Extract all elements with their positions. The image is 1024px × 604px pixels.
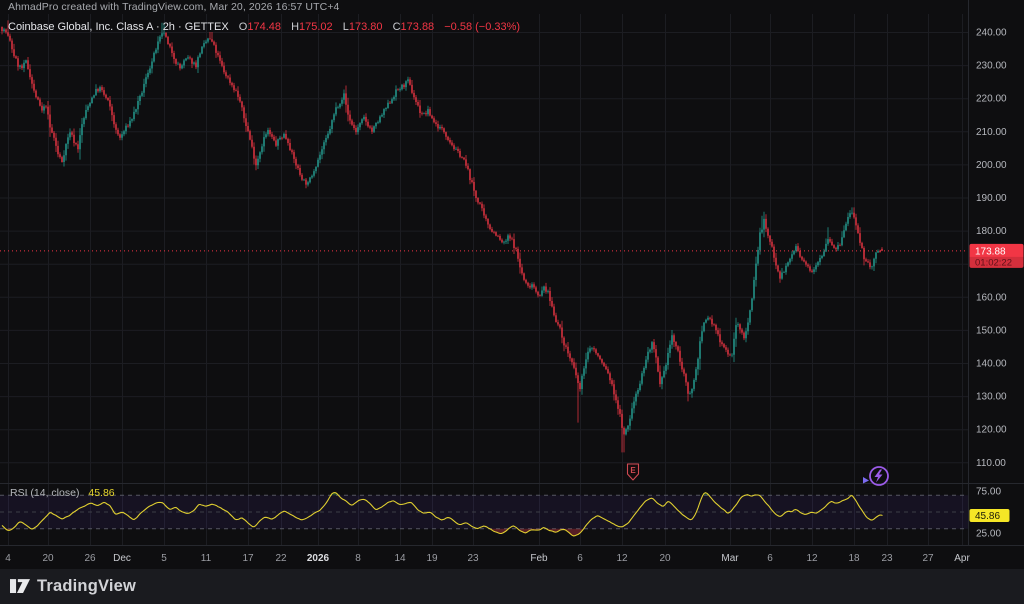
svg-text:5: 5 bbox=[161, 553, 167, 564]
svg-text:12: 12 bbox=[616, 553, 628, 564]
svg-text:27: 27 bbox=[922, 553, 934, 564]
ohlc-high-value: 175.02 bbox=[299, 21, 333, 33]
rsi-value-tag[interactable]: 45.86 bbox=[969, 508, 1010, 522]
symbol-legend[interactable]: Coinbase Global, Inc. Class A · 2h · GET… bbox=[8, 20, 520, 34]
ohlc-open-label: O bbox=[238, 21, 248, 33]
svg-text:22: 22 bbox=[275, 553, 287, 564]
svg-text:190.00: 190.00 bbox=[976, 193, 1007, 204]
svg-text:2026: 2026 bbox=[307, 553, 330, 564]
svg-text:14: 14 bbox=[394, 553, 406, 564]
ohlc-close-value: 173.88 bbox=[400, 21, 435, 33]
time-axis[interactable]: 4 20 26 Dec 5 11 17 22 2026 8 14 19 23 Feb 6 12 20 Mar 6 12… bbox=[5, 553, 970, 564]
price-axis[interactable]: 240.00 230.00 220.00 210.00 200.00 190.00 180.… bbox=[976, 28, 1007, 540]
svg-text:Feb: Feb bbox=[530, 553, 548, 564]
svg-text:Mar: Mar bbox=[721, 553, 739, 564]
rsi-indicator-legend[interactable]: RSI (14, close) 45.86 bbox=[10, 487, 115, 499]
tradingview-logo-icon[interactable] bbox=[10, 578, 30, 595]
svg-text:130.00: 130.00 bbox=[976, 392, 1007, 403]
earnings-badge[interactable]: E bbox=[626, 463, 640, 481]
ohlc-low-label: L bbox=[342, 21, 349, 33]
svg-text:12: 12 bbox=[806, 553, 818, 564]
svg-text:210.00: 210.00 bbox=[976, 127, 1007, 138]
svg-text:Apr: Apr bbox=[954, 553, 970, 564]
svg-text:4: 4 bbox=[5, 553, 11, 564]
news-flash-icon[interactable] bbox=[863, 466, 889, 486]
svg-text:20: 20 bbox=[42, 553, 54, 564]
svg-text:E: E bbox=[630, 466, 636, 475]
svg-text:17: 17 bbox=[242, 553, 254, 564]
rsi-label[interactable]: RSI (14, close) bbox=[10, 487, 80, 499]
svg-text:200.00: 200.00 bbox=[976, 160, 1007, 171]
bottom-toolbar: TradingView bbox=[0, 569, 1024, 604]
ohlc-low-value: 173.80 bbox=[348, 21, 383, 33]
svg-text:110.00: 110.00 bbox=[976, 458, 1006, 469]
svg-text:240.00: 240.00 bbox=[976, 28, 1007, 39]
tradingview-brand-label[interactable]: TradingView bbox=[37, 577, 137, 595]
svg-text:Dec: Dec bbox=[113, 553, 131, 564]
svg-text:11: 11 bbox=[201, 553, 212, 564]
rsi-value: 45.86 bbox=[88, 487, 115, 499]
svg-text:23: 23 bbox=[467, 553, 479, 564]
svg-text:75.00: 75.00 bbox=[976, 487, 1001, 498]
svg-text:150.00: 150.00 bbox=[976, 325, 1007, 336]
svg-text:25.00: 25.00 bbox=[976, 529, 1001, 540]
svg-text:18: 18 bbox=[848, 553, 860, 564]
ohlc-high-label: H bbox=[291, 21, 300, 33]
svg-text:26: 26 bbox=[84, 553, 96, 564]
grid-lines bbox=[0, 14, 968, 545]
svg-text:8: 8 bbox=[355, 553, 361, 564]
svg-text:01:02:22: 01:02:22 bbox=[975, 257, 1012, 268]
svg-text:23: 23 bbox=[881, 553, 893, 564]
rsi-pane[interactable] bbox=[0, 492, 968, 537]
svg-text:20: 20 bbox=[659, 553, 671, 564]
svg-text:230.00: 230.00 bbox=[976, 61, 1007, 72]
svg-text:45.86: 45.86 bbox=[975, 511, 1000, 522]
ohlc-open-value: 174.48 bbox=[247, 21, 281, 33]
svg-text:19: 19 bbox=[426, 553, 438, 564]
svg-text:173.88: 173.88 bbox=[975, 246, 1006, 257]
svg-text:180.00: 180.00 bbox=[976, 226, 1007, 237]
symbol-title[interactable]: Coinbase Global, Inc. Class A · 2h · GET… bbox=[8, 21, 229, 33]
svg-text:6: 6 bbox=[767, 553, 773, 564]
rsi-line bbox=[1, 492, 883, 537]
svg-text:6: 6 bbox=[577, 553, 583, 564]
price-change: −0.58 (−0.33%) bbox=[444, 21, 521, 33]
svg-text:160.00: 160.00 bbox=[976, 292, 1007, 303]
svg-text:120.00: 120.00 bbox=[976, 425, 1007, 436]
watermark-attribution: AhmadPro created with TradingView.com, M… bbox=[8, 1, 340, 13]
ohlc-close-label: C bbox=[392, 21, 401, 33]
svg-text:140.00: 140.00 bbox=[976, 359, 1007, 370]
candlestick-series[interactable] bbox=[1, 20, 883, 453]
svg-text:220.00: 220.00 bbox=[976, 94, 1007, 105]
